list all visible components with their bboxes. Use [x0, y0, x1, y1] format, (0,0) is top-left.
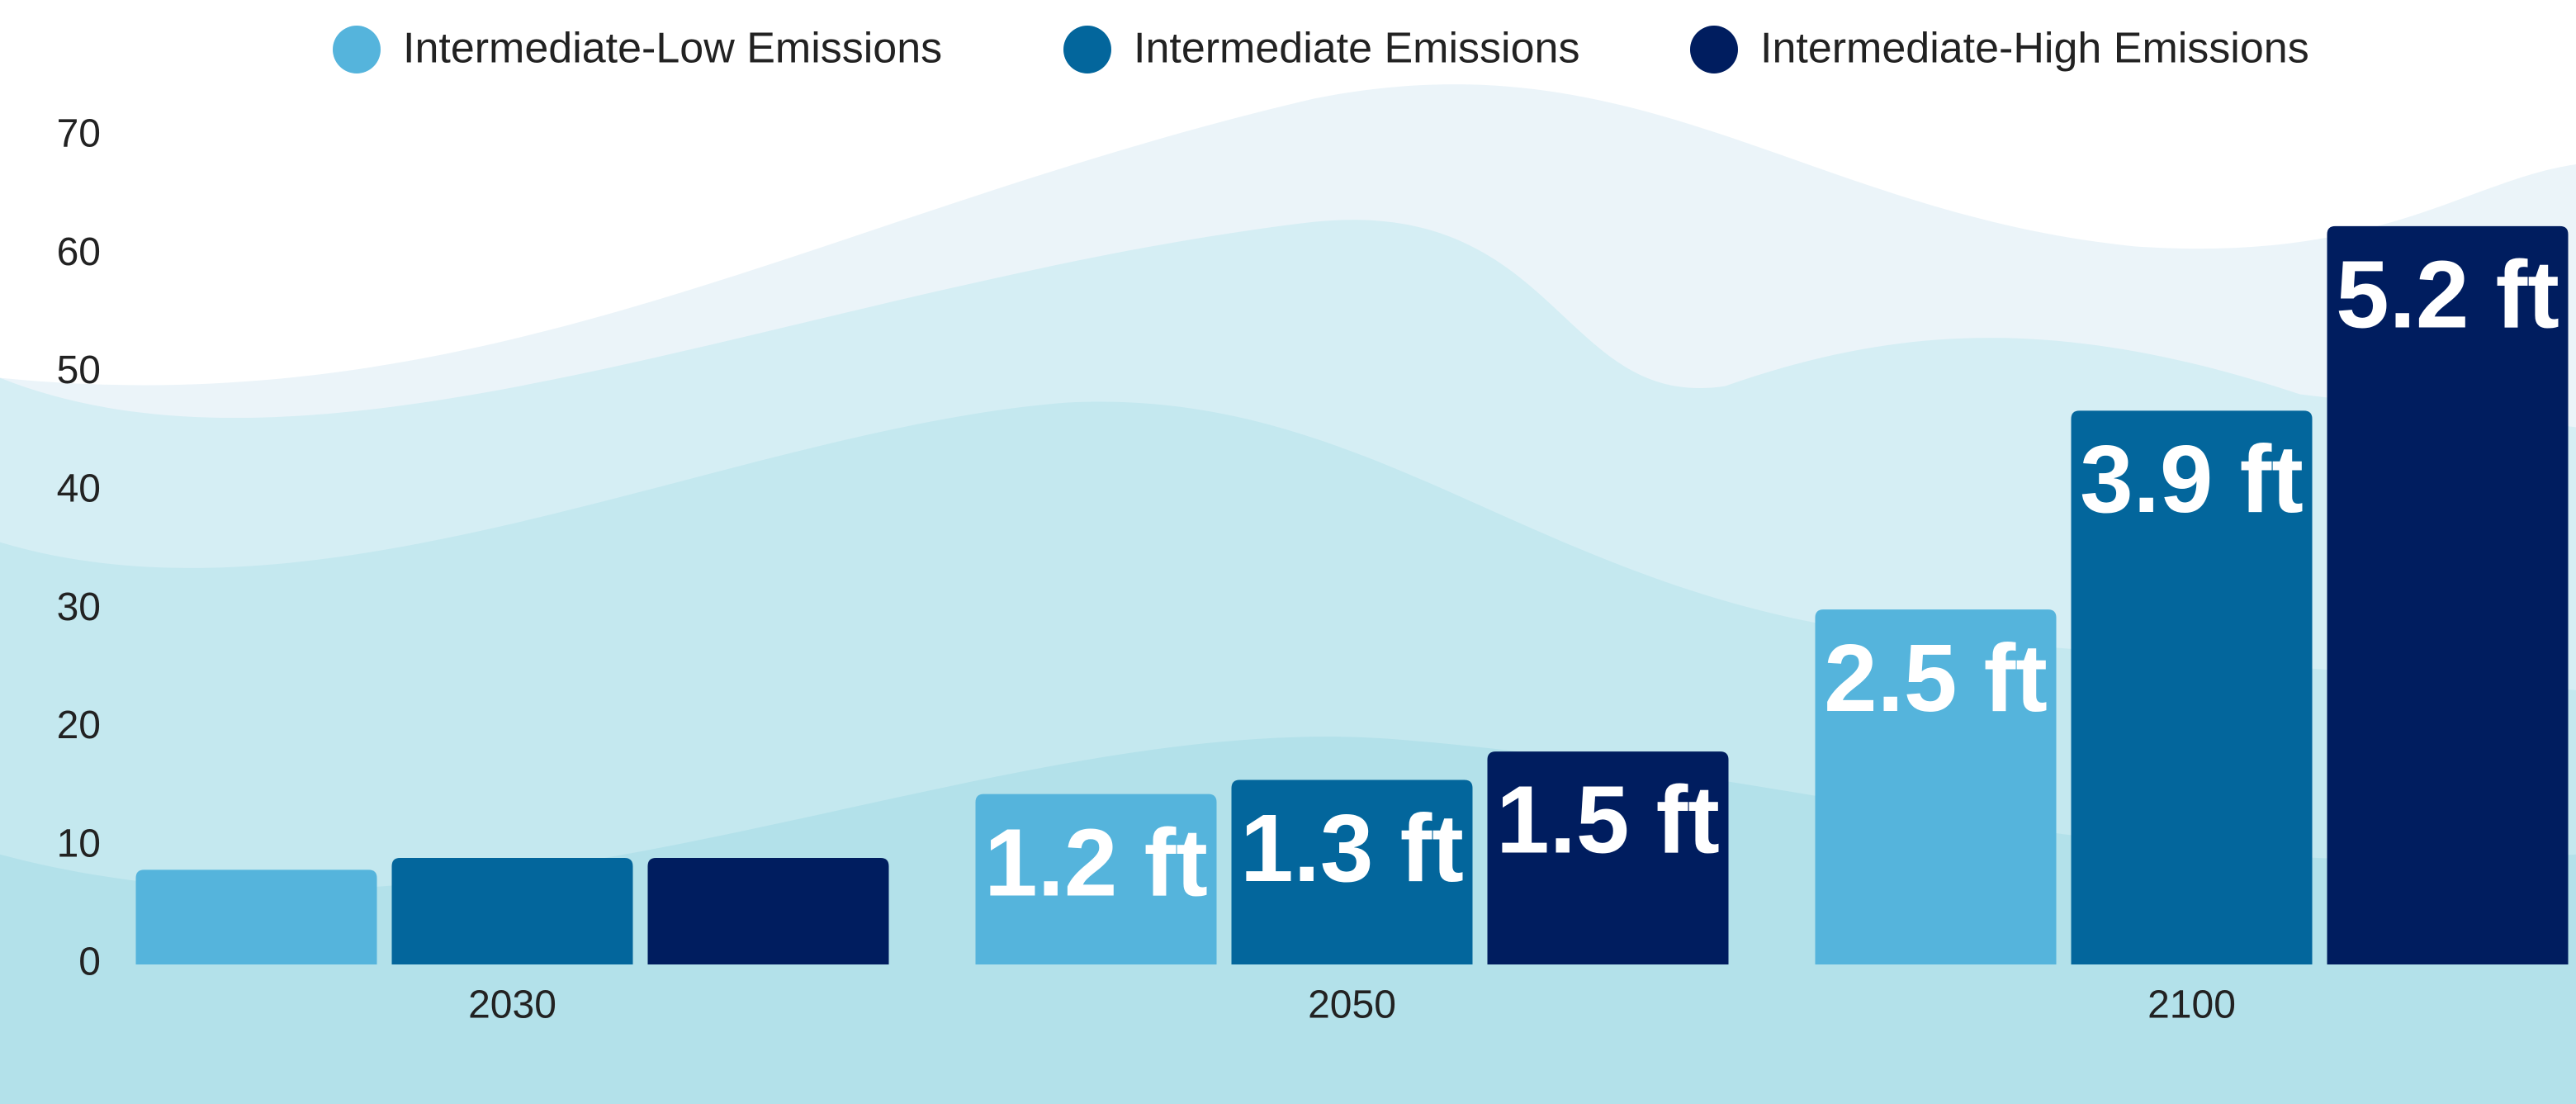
bar: [2327, 225, 2569, 964]
y-tick-label: 0: [78, 941, 101, 984]
legend-label: Intermediate-High Emissions: [1760, 25, 2309, 73]
y-tick-label: 30: [57, 585, 101, 629]
bar: [975, 794, 1217, 964]
x-tick-label: 2100: [2147, 983, 2236, 1027]
bar: [1815, 609, 2057, 964]
bar: [2071, 410, 2313, 964]
x-tick-label: 2050: [1308, 983, 1396, 1027]
bar: [135, 869, 377, 964]
bar: [1487, 751, 1729, 964]
y-tick-label: 60: [57, 230, 101, 274]
legend-swatch: [1690, 26, 1738, 73]
value-label: 1.2 ft: [984, 808, 1208, 916]
bar: [647, 858, 889, 964]
bar: [1231, 779, 1473, 964]
value-label: 2.5 ft: [1824, 624, 2048, 732]
legend-swatch: [333, 26, 381, 73]
x-tick-label: 2030: [468, 983, 556, 1027]
y-tick-label: 10: [57, 822, 101, 865]
value-label: 3.9 ft: [2080, 425, 2304, 533]
y-tick-label: 50: [57, 348, 101, 392]
y-tick-label: 20: [57, 704, 101, 747]
value-label: 1.3 ft: [1240, 794, 1464, 902]
legend-swatch: [1063, 26, 1111, 73]
y-tick-label: 70: [57, 112, 101, 156]
value-label: 1.5 ft: [1496, 766, 1720, 874]
value-label: 5.2 ft: [2336, 241, 2559, 348]
y-tick-label: 40: [57, 467, 101, 511]
legend-label: Intermediate Emissions: [1134, 25, 1579, 73]
legend-label: Intermediate-Low Emissions: [403, 25, 942, 73]
bar: [391, 858, 633, 964]
